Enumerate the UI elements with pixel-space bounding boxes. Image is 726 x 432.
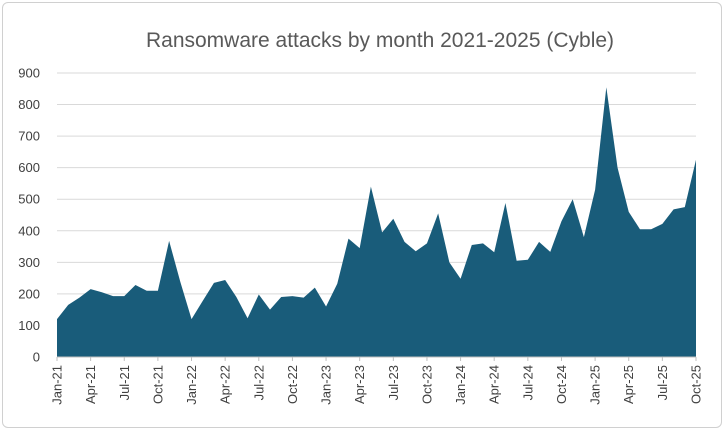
y-tick-label: 700 [18, 129, 40, 144]
x-tick-label: Apr-22 [218, 365, 233, 404]
x-tick-label: Jan-23 [319, 365, 334, 405]
x-tick-label: Jul-21 [117, 365, 132, 400]
y-tick-label: 0 [33, 350, 40, 365]
y-tick-label: 100 [18, 318, 40, 333]
x-tick-label: Jul-24 [520, 365, 535, 400]
y-tick-label: 600 [18, 160, 40, 175]
x-tick-label: Apr-25 [621, 365, 636, 404]
x-tick-label: Jan-22 [184, 365, 199, 405]
x-tick-label: Jul-23 [386, 365, 401, 400]
x-tick-label: Jan-25 [588, 365, 603, 405]
x-tick-label: Oct-25 [689, 365, 704, 404]
y-axis-ticks: 0 100 200 300 400 500 600 700 800 900 [18, 66, 40, 365]
x-tick-label: Oct-23 [419, 365, 434, 404]
x-tick-label: Jan-24 [453, 365, 468, 405]
y-tick-label: 300 [18, 255, 40, 270]
x-tick-label: Oct-21 [150, 365, 165, 404]
x-axis-ticks: Jan-21 Apr-21 Jul-21 Oct-21 Jan-22 Apr-22 Jul-… [50, 357, 704, 405]
y-tick-label: 800 [18, 97, 40, 112]
x-tick-label: Oct-22 [285, 365, 300, 404]
y-tick-label: 400 [18, 223, 40, 238]
area-series [57, 87, 696, 357]
x-tick-label: Apr-24 [487, 365, 502, 404]
x-tick-label: Apr-23 [352, 365, 367, 404]
x-tick-label: Apr-21 [83, 365, 98, 404]
x-tick-label: Jan-21 [50, 365, 65, 405]
y-tick-label: 500 [18, 192, 40, 207]
y-tick-label: 200 [18, 286, 40, 301]
x-tick-label: Jul-22 [251, 365, 266, 400]
y-tick-label: 900 [18, 66, 40, 81]
chart-title: Ransomware attacks by month 2021-2025 (C… [146, 29, 614, 52]
x-tick-label: Oct-24 [554, 365, 569, 404]
x-tick-label: Jul-25 [655, 365, 670, 400]
